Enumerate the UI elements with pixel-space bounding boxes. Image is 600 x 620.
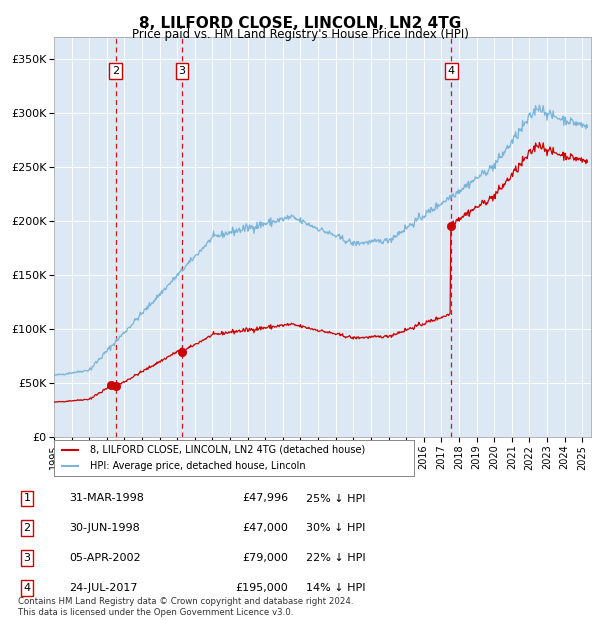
Text: 8, LILFORD CLOSE, LINCOLN, LN2 4TG (detached house): 8, LILFORD CLOSE, LINCOLN, LN2 4TG (deta…	[90, 445, 365, 455]
Text: £195,000: £195,000	[235, 583, 288, 593]
Text: 22% ↓ HPI: 22% ↓ HPI	[306, 553, 365, 563]
Text: 31-MAR-1998: 31-MAR-1998	[69, 494, 144, 503]
Text: 1: 1	[23, 494, 31, 503]
Text: 8, LILFORD CLOSE, LINCOLN, LN2 4TG: 8, LILFORD CLOSE, LINCOLN, LN2 4TG	[139, 16, 461, 30]
Text: 3: 3	[178, 66, 185, 76]
Text: Price paid vs. HM Land Registry's House Price Index (HPI): Price paid vs. HM Land Registry's House …	[131, 28, 469, 41]
Text: 2: 2	[23, 523, 31, 533]
Text: 30-JUN-1998: 30-JUN-1998	[69, 523, 140, 533]
Text: 24-JUL-2017: 24-JUL-2017	[69, 583, 137, 593]
Text: £79,000: £79,000	[242, 553, 288, 563]
Text: HPI: Average price, detached house, Lincoln: HPI: Average price, detached house, Linc…	[90, 461, 305, 471]
Text: 3: 3	[23, 553, 31, 563]
Text: 14% ↓ HPI: 14% ↓ HPI	[306, 583, 365, 593]
Text: 2: 2	[112, 66, 119, 76]
Text: 05-APR-2002: 05-APR-2002	[69, 553, 140, 563]
Text: £47,000: £47,000	[242, 523, 288, 533]
Text: 25% ↓ HPI: 25% ↓ HPI	[306, 494, 365, 503]
Text: 4: 4	[448, 66, 455, 76]
Text: £47,996: £47,996	[242, 494, 288, 503]
Text: 4: 4	[23, 583, 31, 593]
Text: 30% ↓ HPI: 30% ↓ HPI	[306, 523, 365, 533]
Text: Contains HM Land Registry data © Crown copyright and database right 2024.
This d: Contains HM Land Registry data © Crown c…	[18, 598, 353, 617]
